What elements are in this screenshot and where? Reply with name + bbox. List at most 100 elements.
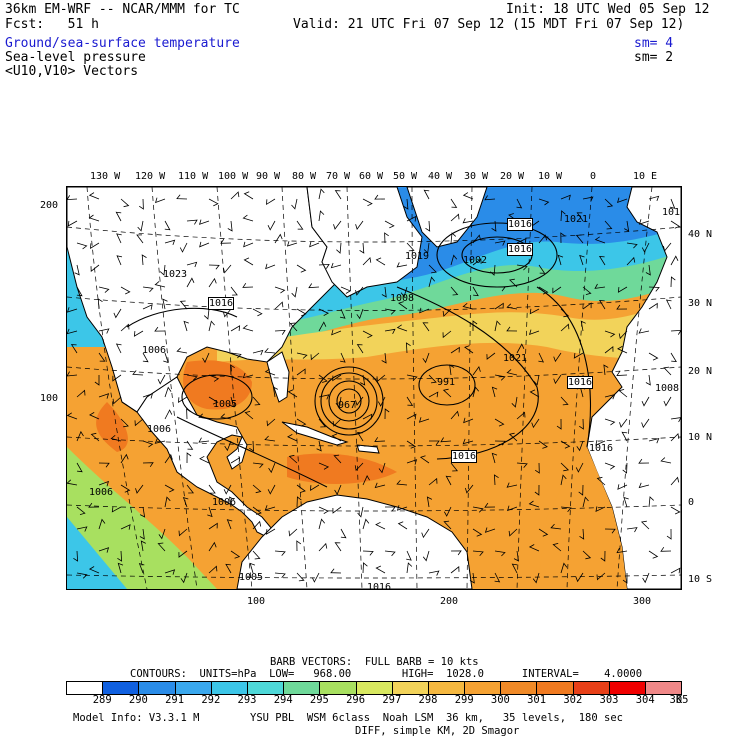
wind-barb	[472, 258, 482, 266]
wind-barb	[230, 364, 235, 376]
wind-barb	[472, 506, 484, 513]
wind-barb	[617, 346, 628, 354]
color-bar-swatch	[537, 682, 574, 694]
wind-barb	[529, 389, 540, 398]
wind-barb	[595, 440, 606, 446]
color-bar-label: 301	[527, 694, 547, 706]
wind-barb	[70, 344, 78, 354]
wind-barb	[645, 374, 651, 386]
wind-barb	[442, 308, 452, 317]
wind-barb	[120, 286, 131, 295]
color-bar-label: 300	[490, 694, 510, 706]
wind-barb	[579, 254, 585, 266]
wind-barb	[604, 198, 614, 208]
contour-1006	[176, 416, 328, 488]
wind-barb	[617, 484, 628, 490]
wind-barb	[186, 374, 198, 381]
wind-barb	[230, 325, 241, 332]
wind-barb	[648, 438, 660, 444]
wind-barb	[450, 286, 459, 296]
field-wind-vectors: <U10,V10> Vectors	[5, 64, 139, 79]
wind-barb	[506, 482, 518, 488]
wind-barb	[528, 544, 540, 552]
wind-barb	[252, 396, 261, 406]
pressure-label: 1019	[662, 207, 681, 218]
wind-barb	[356, 344, 364, 354]
wind-barb	[638, 458, 650, 464]
wind-barb	[265, 263, 276, 270]
wind-barb	[176, 347, 188, 354]
wind-barb	[560, 210, 566, 222]
pressure-label: 1006	[212, 497, 237, 508]
latitude-label: 0	[688, 497, 695, 508]
wind-barb	[552, 286, 562, 294]
wind-barb	[442, 388, 452, 398]
wind-barb	[621, 431, 628, 442]
wind-barb	[534, 484, 540, 496]
longitude-label: 80 W	[292, 171, 317, 182]
pressure-label: 1006	[147, 424, 172, 435]
wind-barb	[296, 220, 304, 230]
wind-barb	[464, 345, 474, 354]
wind-barb	[243, 241, 254, 248]
wind-barb	[354, 462, 364, 472]
wind-barb	[274, 572, 286, 578]
wind-barb	[252, 349, 264, 356]
wind-barb	[138, 562, 145, 574]
wind-barb	[332, 418, 342, 427]
wind-barb	[641, 242, 650, 253]
wind-barb	[516, 237, 527, 244]
wind-barb	[76, 506, 86, 515]
wind-barb	[142, 352, 149, 363]
wind-barb	[582, 550, 592, 560]
wind-barb	[355, 286, 364, 296]
color-bar-label: 298	[418, 694, 438, 706]
sst-pacific-sw-cool	[67, 517, 127, 589]
wind-barb	[622, 573, 628, 584]
pressure-label: 1019	[405, 251, 430, 262]
wind-barb	[289, 322, 298, 332]
color-bar-label: 292	[201, 694, 221, 706]
wind-barb	[578, 418, 584, 430]
wind-barb	[616, 371, 628, 376]
grid-label-left-100: 100	[40, 393, 59, 404]
wind-barb	[331, 329, 342, 336]
wind-barb	[378, 462, 386, 474]
wind-barb	[133, 330, 144, 337]
wind-barb	[334, 190, 342, 200]
wind-barb	[377, 396, 386, 407]
wind-barb	[573, 352, 584, 359]
wind-barb	[396, 324, 408, 332]
wind-barb	[76, 572, 88, 579]
wind-barb	[396, 262, 408, 268]
wind-barb	[385, 506, 396, 512]
wind-barb	[139, 506, 146, 518]
longitude-label: 120 W	[135, 171, 166, 182]
wind-barb	[208, 264, 220, 270]
wind-barb	[670, 417, 681, 423]
wind-barb	[423, 189, 430, 200]
wind-barb	[421, 528, 430, 539]
wind-barb	[663, 396, 672, 407]
model-title: 36km EM-WRF -- NCAR/MMM for TC	[5, 2, 240, 17]
wind-barb	[429, 440, 440, 446]
wind-barb	[157, 374, 166, 385]
wind-barb	[406, 242, 415, 252]
wind-barb	[139, 528, 145, 540]
wind-barb	[575, 572, 584, 583]
wind-barb	[406, 396, 414, 406]
wind-barb	[560, 506, 572, 513]
wind-barb	[164, 409, 173, 420]
wind-barb	[553, 352, 562, 363]
wind-barb	[98, 547, 110, 553]
wind-barb	[226, 519, 233, 530]
wind-barb	[406, 440, 417, 449]
wind-barb	[374, 194, 386, 200]
color-bar-label: K	[675, 694, 683, 706]
wind-barb	[450, 254, 458, 266]
wind-barb	[330, 262, 342, 269]
latitude-label: 40 N	[688, 229, 713, 240]
wind-barb	[534, 462, 540, 474]
wind-barb	[596, 476, 606, 486]
wind-barb	[472, 528, 483, 537]
